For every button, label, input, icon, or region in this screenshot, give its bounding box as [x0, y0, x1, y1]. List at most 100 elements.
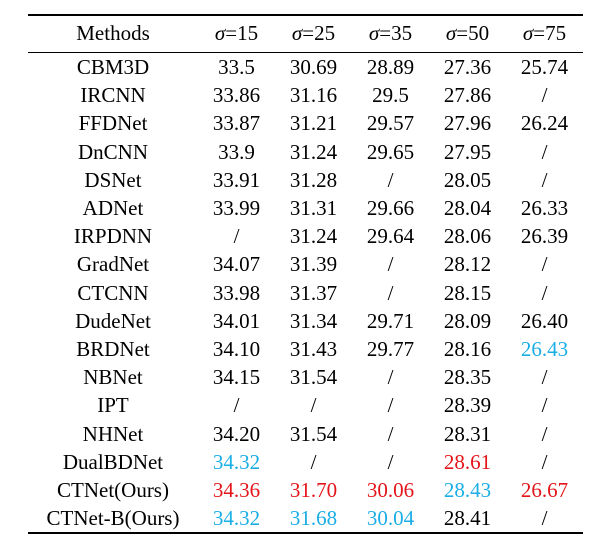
psnr-value-cell: /: [310, 393, 317, 418]
psnr-value-cell: 34.20: [212, 421, 261, 446]
table-row: NHNet 34.20 31.54 / 28.31 /: [28, 420, 583, 448]
psnr-value-cell: 30.06: [366, 478, 415, 503]
psnr-value-cell: 31.39: [289, 252, 338, 277]
psnr-value-cell: /: [387, 167, 394, 192]
psnr-value-cell: /: [387, 421, 394, 446]
psnr-value-cell: 34.32: [212, 506, 261, 531]
method-name-cell: FFDNet: [78, 111, 148, 136]
psnr-value-cell: 29.5: [372, 83, 409, 108]
psnr-value-cell: /: [541, 83, 548, 108]
header-sigma-35: σ=35: [352, 16, 429, 50]
psnr-value-cell: 31.16: [289, 83, 338, 108]
method-name-cell: CTCNN: [77, 280, 149, 305]
psnr-value-cell: 29.65: [366, 139, 415, 164]
psnr-value-cell: 31.21: [289, 111, 338, 136]
psnr-value-cell: 33.87: [212, 111, 261, 136]
psnr-value-cell: 34.07: [212, 252, 261, 277]
sigma-symbol: σ: [291, 21, 303, 45]
results-table-container: Methods σ=15 σ=25 σ=35 σ=50 σ=75 CBM3D 33…: [28, 14, 583, 535]
psnr-value-cell: /: [233, 393, 240, 418]
table-row: CTNet(Ours) 34.36 31.70 30.06 28.43 26.67: [28, 476, 583, 504]
sigma-symbol: σ: [445, 21, 457, 45]
header-sigma-25: σ=25: [275, 16, 352, 50]
psnr-value-cell: 34.01: [212, 308, 261, 333]
header-sigma-50: σ=50: [429, 16, 506, 50]
table-row: DudeNet 34.01 31.34 29.71 28.09 26.40: [28, 307, 583, 335]
psnr-value-cell: 28.35: [443, 365, 492, 390]
psnr-value-cell: 26.40: [520, 308, 569, 333]
psnr-value-cell: 34.10: [212, 337, 261, 362]
psnr-value-cell: 31.24: [289, 139, 338, 164]
psnr-value-cell: 26.43: [520, 337, 569, 362]
psnr-value-cell: 27.95: [443, 139, 492, 164]
psnr-value-cell: 31.70: [289, 478, 338, 503]
psnr-value-cell: 28.61: [443, 449, 492, 474]
method-name-cell: NHNet: [82, 421, 144, 446]
psnr-value-cell: 30.04: [366, 506, 415, 531]
sigma-symbol: σ: [368, 21, 380, 45]
psnr-value-cell: /: [541, 167, 548, 192]
psnr-value-cell: 28.16: [443, 337, 492, 362]
psnr-value-cell: /: [541, 393, 548, 418]
psnr-value-cell: 33.86: [212, 83, 261, 108]
psnr-value-cell: 26.33: [520, 196, 569, 221]
method-name-cell: GradNet: [76, 252, 150, 277]
psnr-value-cell: 31.28: [289, 167, 338, 192]
table-row: NBNet 34.15 31.54 / 28.35 /: [28, 363, 583, 391]
psnr-value-cell: /: [541, 139, 548, 164]
psnr-value-cell: 34.15: [212, 365, 261, 390]
method-name-cell: IRPDNN: [73, 224, 153, 249]
psnr-value-cell: 31.31: [289, 196, 338, 221]
psnr-value-cell: 29.64: [366, 224, 415, 249]
psnr-value-cell: 28.05: [443, 167, 492, 192]
psnr-value-cell: 31.54: [289, 365, 338, 390]
psnr-value-cell: /: [310, 449, 317, 474]
method-name-cell: NBNet: [83, 365, 143, 390]
method-name-cell: DudeNet: [75, 308, 151, 333]
psnr-value-cell: 27.36: [443, 55, 492, 79]
psnr-value-cell: 31.68: [289, 506, 338, 531]
psnr-value-cell: 31.24: [289, 224, 338, 249]
psnr-value-cell: 33.5: [218, 55, 255, 79]
table-row: BRDNet 34.10 31.43 29.77 28.16 26.43: [28, 335, 583, 363]
psnr-value-cell: 26.67: [520, 478, 569, 503]
psnr-value-cell: 28.12: [443, 252, 492, 277]
psnr-value-cell: /: [541, 421, 548, 446]
psnr-value-cell: 31.37: [289, 280, 338, 305]
psnr-value-cell: 29.57: [366, 111, 415, 136]
table-bottom-rule: [28, 532, 583, 535]
psnr-value-cell: 31.54: [289, 421, 338, 446]
results-table: Methods σ=15 σ=25 σ=35 σ=50 σ=75: [28, 16, 583, 50]
method-name-cell: DualBDNet: [62, 449, 164, 474]
table-row: IRCNN 33.86 31.16 29.5 27.86 /: [28, 81, 583, 109]
header-sigma-75: σ=75: [506, 16, 583, 50]
table-row: DSNet 33.91 31.28 / 28.05 /: [28, 166, 583, 194]
psnr-value-cell: 30.69: [289, 55, 338, 79]
psnr-value-cell: 27.96: [443, 111, 492, 136]
table-row: IPT / / / 28.39 /: [28, 391, 583, 419]
table-row: CBM3D 33.5 30.69 28.89 27.36 25.74: [28, 53, 583, 81]
psnr-value-cell: 25.74: [520, 55, 569, 79]
header-methods: Methods: [76, 21, 150, 45]
table-top-rule: [28, 14, 583, 16]
table-header-row: Methods σ=15 σ=25 σ=35 σ=50 σ=75: [28, 16, 583, 50]
psnr-value-cell: 28.31: [443, 421, 492, 446]
psnr-value-cell: 33.99: [212, 196, 261, 221]
noise-level: =25: [302, 21, 336, 45]
table-header-rule: [28, 52, 583, 53]
header-sigma-15: σ=15: [198, 16, 275, 50]
method-name-cell: DSNet: [84, 167, 142, 192]
psnr-value-cell: 26.39: [520, 224, 569, 249]
psnr-value-cell: 28.09: [443, 308, 492, 333]
psnr-value-cell: /: [541, 449, 548, 474]
psnr-value-cell: /: [541, 252, 548, 277]
psnr-value-cell: /: [387, 252, 394, 277]
table-row: GradNet 34.07 31.39 / 28.12 /: [28, 250, 583, 278]
table-row: DnCNN 33.9 31.24 29.65 27.95 /: [28, 138, 583, 166]
table-row: ADNet 33.99 31.31 29.66 28.04 26.33: [28, 194, 583, 222]
method-name-cell: CTNet-B(Ours): [46, 506, 180, 531]
psnr-value-cell: /: [387, 449, 394, 474]
noise-level: =75: [533, 21, 567, 45]
psnr-value-cell: 29.71: [366, 308, 415, 333]
sigma-symbol: σ: [522, 21, 534, 45]
